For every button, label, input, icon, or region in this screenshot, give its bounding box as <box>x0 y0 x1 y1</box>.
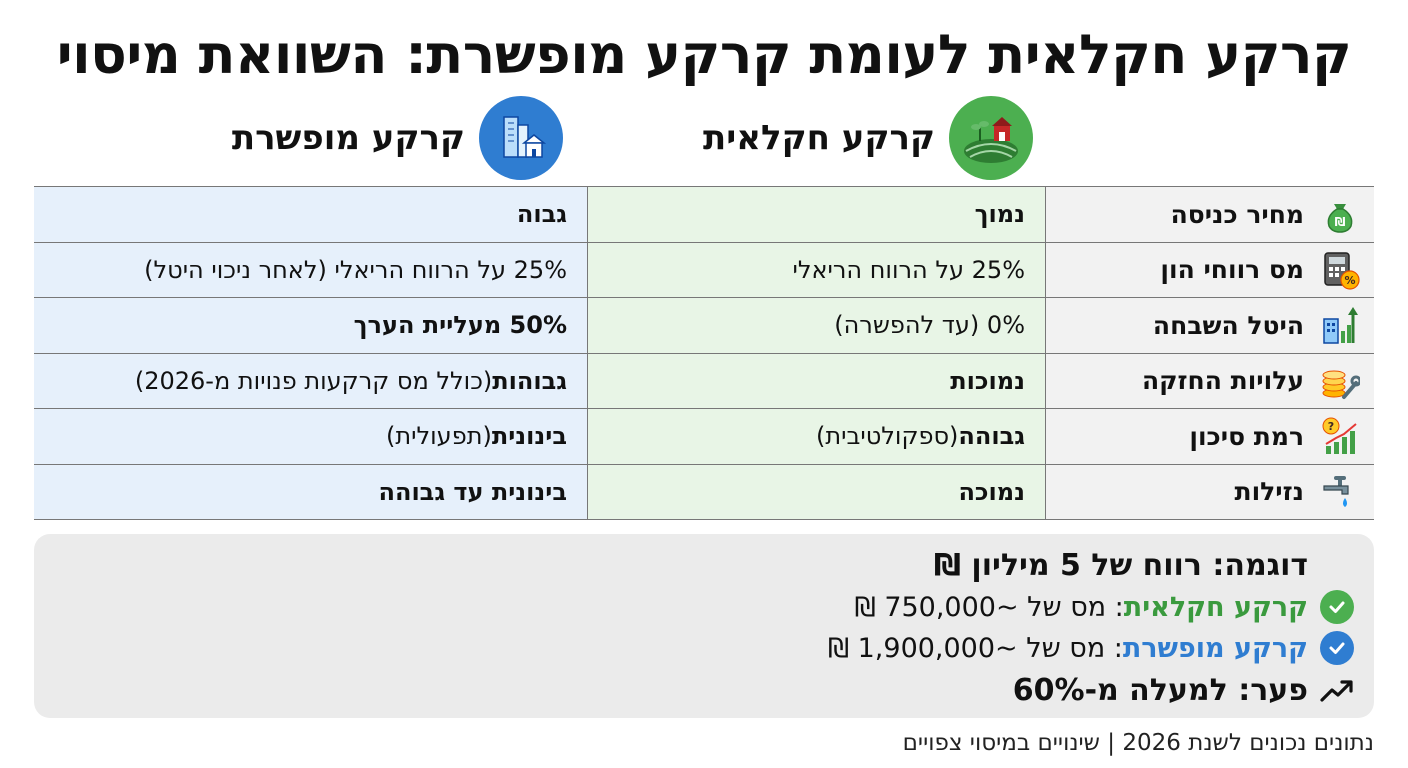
developed-value-bold: בינונית <box>491 422 567 451</box>
agricultural-value-bold: גבוהה <box>958 422 1025 451</box>
criterion-label: רמת סיכון <box>1189 421 1304 451</box>
developed-cell: גבוהות (כולל מס קרקעות פנויות מ-2026) <box>34 353 587 408</box>
agricultural-cell: נמוכות <box>587 353 1046 408</box>
agricultural-value-bold: נמוכה <box>958 477 1025 506</box>
example-box: דוגמה: רווח של 5 מיליון ₪ קרקע חקלאית: מ… <box>34 534 1374 718</box>
table-row: ₪ מחיר כניסה נמוך גבוה <box>34 187 1374 243</box>
calculator-icon: % <box>1318 248 1362 292</box>
developed-cell: גבוה <box>34 187 587 242</box>
coins-wrench-icon <box>1318 359 1362 403</box>
page-title: קרקע חקלאית לעומת קרקע מופשרת: השוואת מי… <box>56 23 1352 86</box>
comparison-table: ₪ מחיר כניסה נמוך גבוה % <box>34 186 1374 520</box>
example-developed-text: : מס של ~1,900,000 ₪ <box>827 632 1123 664</box>
developed-cell: 50% מעליית הערך <box>34 298 587 353</box>
table-row: היטל השבחה 0% (עד להפשרה) 50% מעליית הער… <box>34 298 1374 354</box>
developed-cell: 25% על הרווח הריאלי (לאחר ניכוי היטל) <box>34 242 587 297</box>
developed-value-bold: 50% מעליית הערך <box>353 311 567 340</box>
criterion-label: מס רווחי הון <box>1160 255 1304 285</box>
example-difference-line: פער: למעלה מ-60% <box>1013 673 1354 708</box>
column-header-developed: קרקע מופשרת <box>232 96 563 180</box>
criterion-cell: נזילות <box>1046 464 1374 519</box>
developed-value-text: 25% על הרווח הריאלי (לאחר ניכוי היטל) <box>144 255 567 284</box>
agricultural-value-bold: נמוכות <box>950 366 1025 395</box>
trend-up-icon <box>1320 674 1354 708</box>
criterion-cell: ₪ מחיר כניסה <box>1046 187 1374 242</box>
example-title: דוגמה: רווח של 5 מיליון ₪ <box>933 548 1308 583</box>
table-row: ? רמת סיכון גבוהה (ספקולטיבית) בינונית (… <box>34 409 1374 465</box>
svg-text:?: ? <box>1328 420 1334 433</box>
city-icon <box>479 96 563 180</box>
table-row: % מס רווחי הון 25% על הרווח הריאלי 25% ע… <box>34 242 1374 298</box>
agricultural-cell: 25% על הרווח הריאלי <box>587 242 1046 297</box>
agricultural-value-text: 25% על הרווח הריאלי <box>792 255 1025 284</box>
developed-value-bold: בינונית עד גבוהה <box>378 477 567 506</box>
faucet-icon <box>1318 470 1362 514</box>
developed-cell: בינונית עד גבוהה <box>34 464 587 519</box>
criterion-label: עלויות החזקה <box>1141 366 1304 396</box>
risk-chart-icon: ? <box>1318 414 1362 458</box>
example-developed-line: קרקע מופשרת: מס של ~1,900,000 ₪ <box>828 631 1354 665</box>
developed-value-bold: גבוהות <box>492 366 567 395</box>
example-agricultural-text: : מס של ~750,000 ₪ <box>854 591 1124 623</box>
agricultural-value-bold: נמוך <box>974 200 1025 229</box>
agricultural-cell: נמוך <box>587 187 1046 242</box>
agricultural-cell: נמוכה <box>587 464 1046 519</box>
criterion-label: נזילות <box>1234 477 1304 507</box>
developed-value-text: (תפעולית) <box>386 422 492 451</box>
criterion-cell: ? רמת סיכון <box>1046 409 1374 464</box>
table-row: נזילות נמוכה בינונית עד גבוהה <box>34 464 1374 520</box>
footer-note: נתונים נכונים לשנת 2026 | שינויים במיסוי… <box>902 730 1374 756</box>
agricultural-value-text: 0% (עד להפשרה) <box>834 311 1025 340</box>
building-growth-icon <box>1318 303 1362 347</box>
criterion-cell: עלויות החזקה <box>1046 353 1374 408</box>
svg-text:%: % <box>1344 274 1355 287</box>
column-label-developed: קרקע מופשרת <box>231 118 465 158</box>
developed-value-text: (כולל מס קרקעות פנויות מ-2026) <box>134 366 493 395</box>
agricultural-cell: גבוהה (ספקולטיבית) <box>587 409 1046 464</box>
criterion-cell: היטל השבחה <box>1046 298 1374 353</box>
table-row: עלויות החזקה נמוכות גבוהות (כולל מס קרקע… <box>34 353 1374 409</box>
farm-icon <box>949 96 1033 180</box>
check-circle-icon <box>1320 631 1354 665</box>
check-circle-icon <box>1320 590 1354 624</box>
money-bag-icon: ₪ <box>1318 192 1362 236</box>
svg-text:₪: ₪ <box>1335 215 1346 229</box>
criterion-label: היטל השבחה <box>1152 310 1304 340</box>
developed-cell: בינונית (תפעולית) <box>34 409 587 464</box>
developed-value-bold: גבוה <box>516 200 567 229</box>
agricultural-cell: 0% (עד להפשרה) <box>587 298 1046 353</box>
criterion-cell: % מס רווחי הון <box>1046 242 1374 297</box>
example-agricultural-label: קרקע חקלאית <box>1123 591 1308 623</box>
agricultural-value-text: (ספקולטיבית) <box>815 422 959 451</box>
column-label-agricultural: קרקע חקלאית <box>703 118 935 158</box>
column-header-agricultural: קרקע חקלאית <box>703 96 1033 180</box>
example-developed-label: קרקע מופשרת <box>1122 632 1308 664</box>
example-difference-text: פער: למעלה מ-60% <box>1012 673 1308 708</box>
example-agricultural-line: קרקע חקלאית: מס של ~750,000 ₪ <box>855 590 1354 624</box>
criterion-label: מחיר כניסה <box>1170 199 1304 229</box>
